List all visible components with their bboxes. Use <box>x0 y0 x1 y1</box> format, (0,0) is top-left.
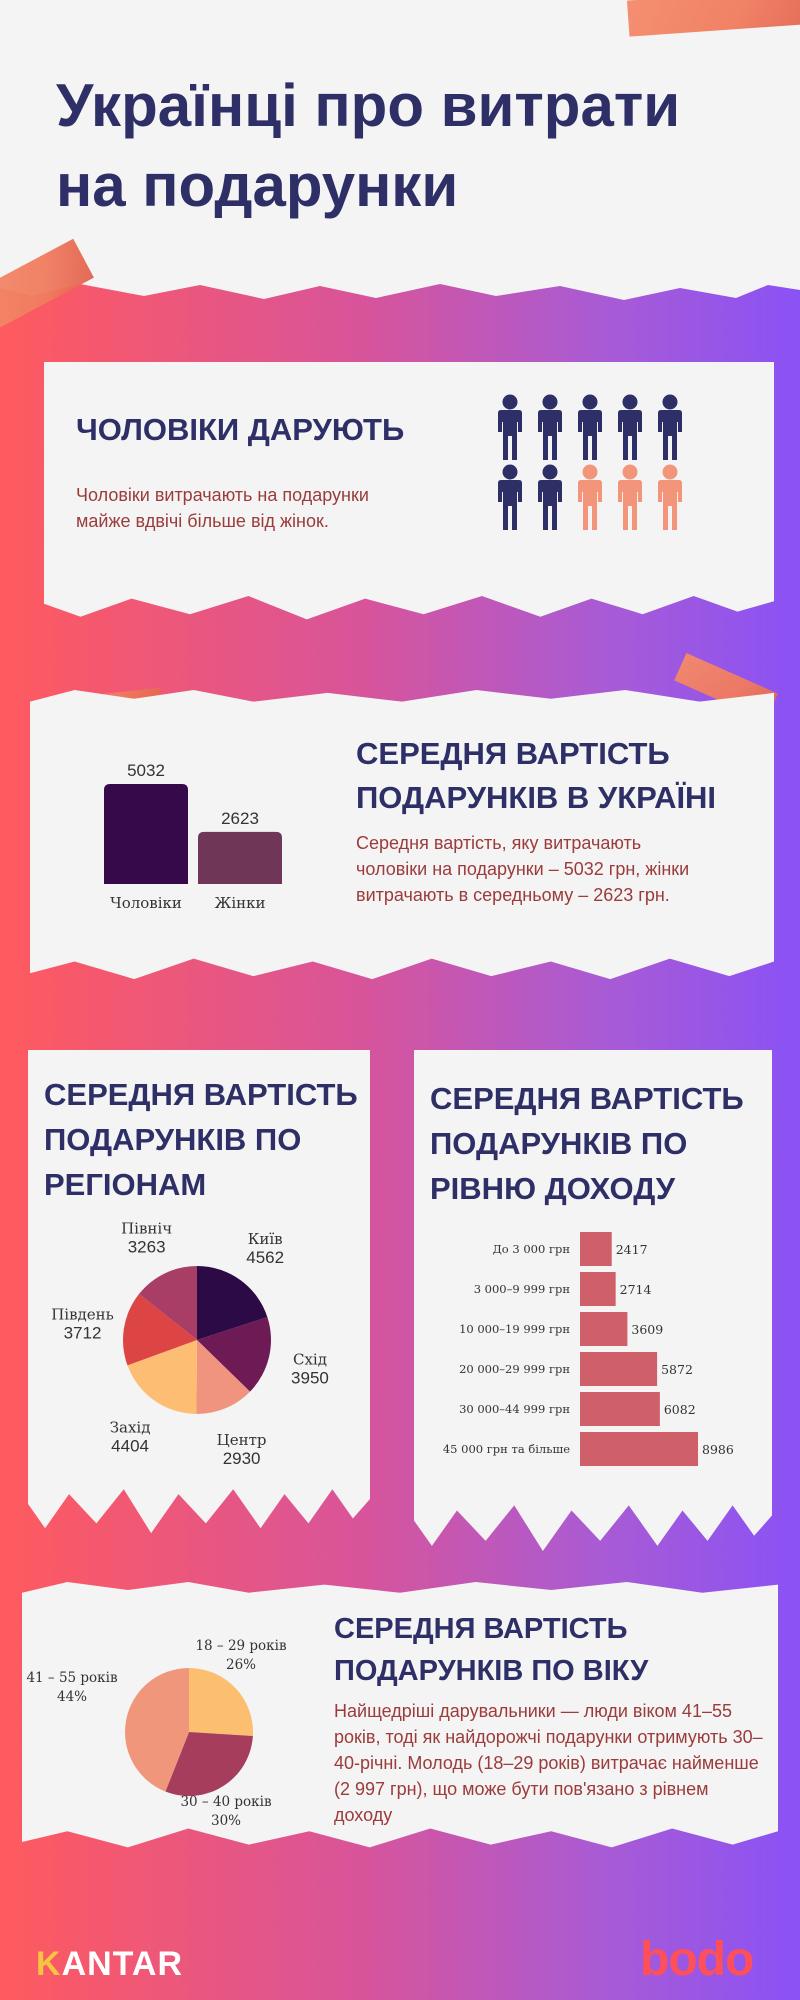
bar <box>198 831 282 884</box>
bar-value-label: 3609 <box>631 1322 663 1337</box>
bar <box>580 1232 612 1266</box>
bar-value-label: 5032 <box>127 761 165 780</box>
pie-value-label: 26% <box>226 1657 256 1673</box>
pie-value-label: 30% <box>211 1813 241 1829</box>
pie-slice <box>127 1340 197 1414</box>
pie-slice <box>165 1732 253 1796</box>
bar-value-label: 6082 <box>664 1402 696 1417</box>
page-title: Українці про витрати на подарунки <box>56 72 681 219</box>
person-icon <box>578 464 602 530</box>
bar <box>580 1272 616 1306</box>
pie-slice <box>139 1266 197 1340</box>
bar-value-label: 2714 <box>620 1282 652 1297</box>
person-icon <box>538 464 562 530</box>
bar <box>580 1352 658 1386</box>
person-icon <box>658 394 682 460</box>
pie-slice <box>124 1668 189 1792</box>
person-icon <box>618 464 642 530</box>
men-give-card <box>44 362 774 620</box>
age-pie-chart: 18 – 29 років 26% 30 – 40 років 30% 41 – 55 … <box>26 1638 287 1829</box>
bar-value-label: 2417 <box>616 1242 648 1257</box>
header-banner <box>0 0 800 300</box>
pie-value-label: 3263 <box>128 1238 166 1257</box>
person-icon <box>498 394 522 460</box>
pie-label: 18 – 29 років <box>195 1638 287 1654</box>
bar-category-label: 3 000–9 999 грн <box>474 1282 571 1296</box>
bar <box>580 1392 660 1426</box>
person-icon <box>578 394 602 460</box>
men-give-heading: ЧОЛОВІКИ ДАРУЮТЬ <box>76 412 405 447</box>
age-heading: СЕРЕДНЯ ВАРТІСТЬ ПОДАРУНКІВ ПО ВІКУ <box>334 1613 649 1687</box>
pie-label: Схід <box>293 1350 327 1368</box>
pie-slice <box>123 1293 197 1366</box>
bar <box>580 1432 698 1466</box>
pie-label: Південь <box>51 1305 114 1323</box>
bar <box>580 1312 628 1346</box>
bar-category-label: Чоловіки <box>110 894 182 912</box>
bar-category-label: 45 000 грн та більше <box>443 1442 570 1456</box>
average-cost-text: Середня вартість, яку витрачають чоловік… <box>356 833 690 905</box>
people-icons <box>498 394 682 530</box>
bodo-logo: bodo <box>640 1933 754 1986</box>
average-cost-heading: СЕРЕДНЯ ВАРТІСТЬ ПОДАРУНКІВ В УКРАЇНІ <box>356 736 717 815</box>
age-text: Найщедріші дарувальники — люди віком 41–… <box>334 1701 763 1825</box>
pie-value-label: 4404 <box>111 1437 149 1456</box>
pie-label: Захід <box>110 1419 151 1437</box>
person-icon <box>538 394 562 460</box>
regions-heading: СЕРЕДНЯ ВАРТІСТЬ ПОДАРУНКІВ ПО РЕГІОНАМ <box>44 1077 358 1202</box>
men-give-text: Чоловіки витрачають на подарунки майже в… <box>76 485 369 531</box>
pie-label: Північ <box>121 1220 172 1238</box>
pie-label: Київ <box>248 1230 283 1248</box>
bar <box>104 784 188 884</box>
pie-value-label: 3950 <box>291 1368 329 1387</box>
pie-label: 41 – 55 років <box>26 1670 118 1686</box>
bar-category-label: 10 000–19 999 грн <box>459 1322 570 1336</box>
bar-category-label: Жінки <box>214 894 265 912</box>
pie-value-label: 4562 <box>246 1248 284 1267</box>
person-icon <box>498 464 522 530</box>
pie-value-label: 3712 <box>64 1323 102 1342</box>
pie-slice <box>197 1317 271 1392</box>
pie-label: Центр <box>217 1431 267 1449</box>
bar-category-label: 30 000–44 999 грн <box>459 1402 570 1416</box>
income-bar-chart: До 3 000 грн 2417 3 000–9 999 грн 2714 10 00… <box>443 1232 734 1466</box>
pie-slice <box>189 1668 253 1737</box>
person-icon <box>658 464 682 530</box>
bar-value-label: 5872 <box>661 1362 693 1377</box>
gender-bar-chart: 5032 Чоловіки 2623 Жінки <box>104 761 282 912</box>
pie-value-label: 44% <box>57 1689 87 1705</box>
pie-slice <box>196 1340 250 1414</box>
income-heading: СЕРЕДНЯ ВАРТІСТЬ ПОДАРУНКІВ ПО РІВНЮ ДОХ… <box>430 1081 744 1206</box>
bar-value-label: 8986 <box>702 1442 734 1457</box>
person-icon <box>618 394 642 460</box>
pie-value-label: 2930 <box>223 1449 261 1468</box>
bar-category-label: 20 000–29 999 грн <box>459 1362 570 1376</box>
pie-slice <box>197 1266 268 1340</box>
pie-label: 30 – 40 років <box>180 1794 272 1810</box>
bar-category-label: До 3 000 грн <box>492 1242 570 1256</box>
kantar-logo: KANTAR <box>36 1945 184 1983</box>
bar-value-label: 2623 <box>221 809 259 828</box>
